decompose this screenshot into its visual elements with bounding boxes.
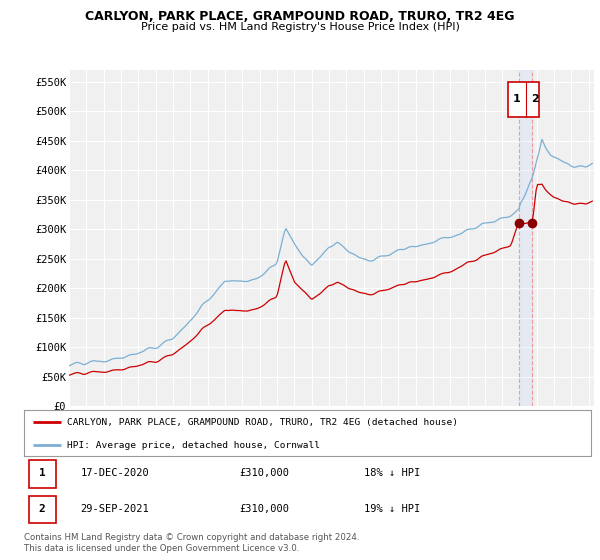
Text: 19% ↓ HPI: 19% ↓ HPI — [364, 504, 421, 514]
Text: 1: 1 — [39, 468, 46, 478]
Text: £310,000: £310,000 — [239, 468, 289, 478]
Text: 29-SEP-2021: 29-SEP-2021 — [80, 504, 149, 514]
Text: 18% ↓ HPI: 18% ↓ HPI — [364, 468, 421, 478]
Text: CARLYON, PARK PLACE, GRAMPOUND ROAD, TRURO, TR2 4EG: CARLYON, PARK PLACE, GRAMPOUND ROAD, TRU… — [85, 10, 515, 23]
Text: CARLYON, PARK PLACE, GRAMPOUND ROAD, TRURO, TR2 4EG (detached house): CARLYON, PARK PLACE, GRAMPOUND ROAD, TRU… — [67, 418, 458, 427]
Text: £310,000: £310,000 — [239, 504, 289, 514]
Text: Price paid vs. HM Land Registry's House Price Index (HPI): Price paid vs. HM Land Registry's House … — [140, 22, 460, 32]
Text: Contains HM Land Registry data © Crown copyright and database right 2024.
This d: Contains HM Land Registry data © Crown c… — [24, 533, 359, 553]
FancyBboxPatch shape — [29, 460, 56, 488]
Text: 2: 2 — [39, 504, 46, 514]
Text: 1: 1 — [512, 95, 520, 105]
Text: 17-DEC-2020: 17-DEC-2020 — [80, 468, 149, 478]
Text: 2: 2 — [531, 95, 539, 105]
Text: HPI: Average price, detached house, Cornwall: HPI: Average price, detached house, Corn… — [67, 441, 320, 450]
Bar — [519, 70, 532, 406]
FancyBboxPatch shape — [29, 496, 56, 524]
Bar — [508, 82, 539, 117]
